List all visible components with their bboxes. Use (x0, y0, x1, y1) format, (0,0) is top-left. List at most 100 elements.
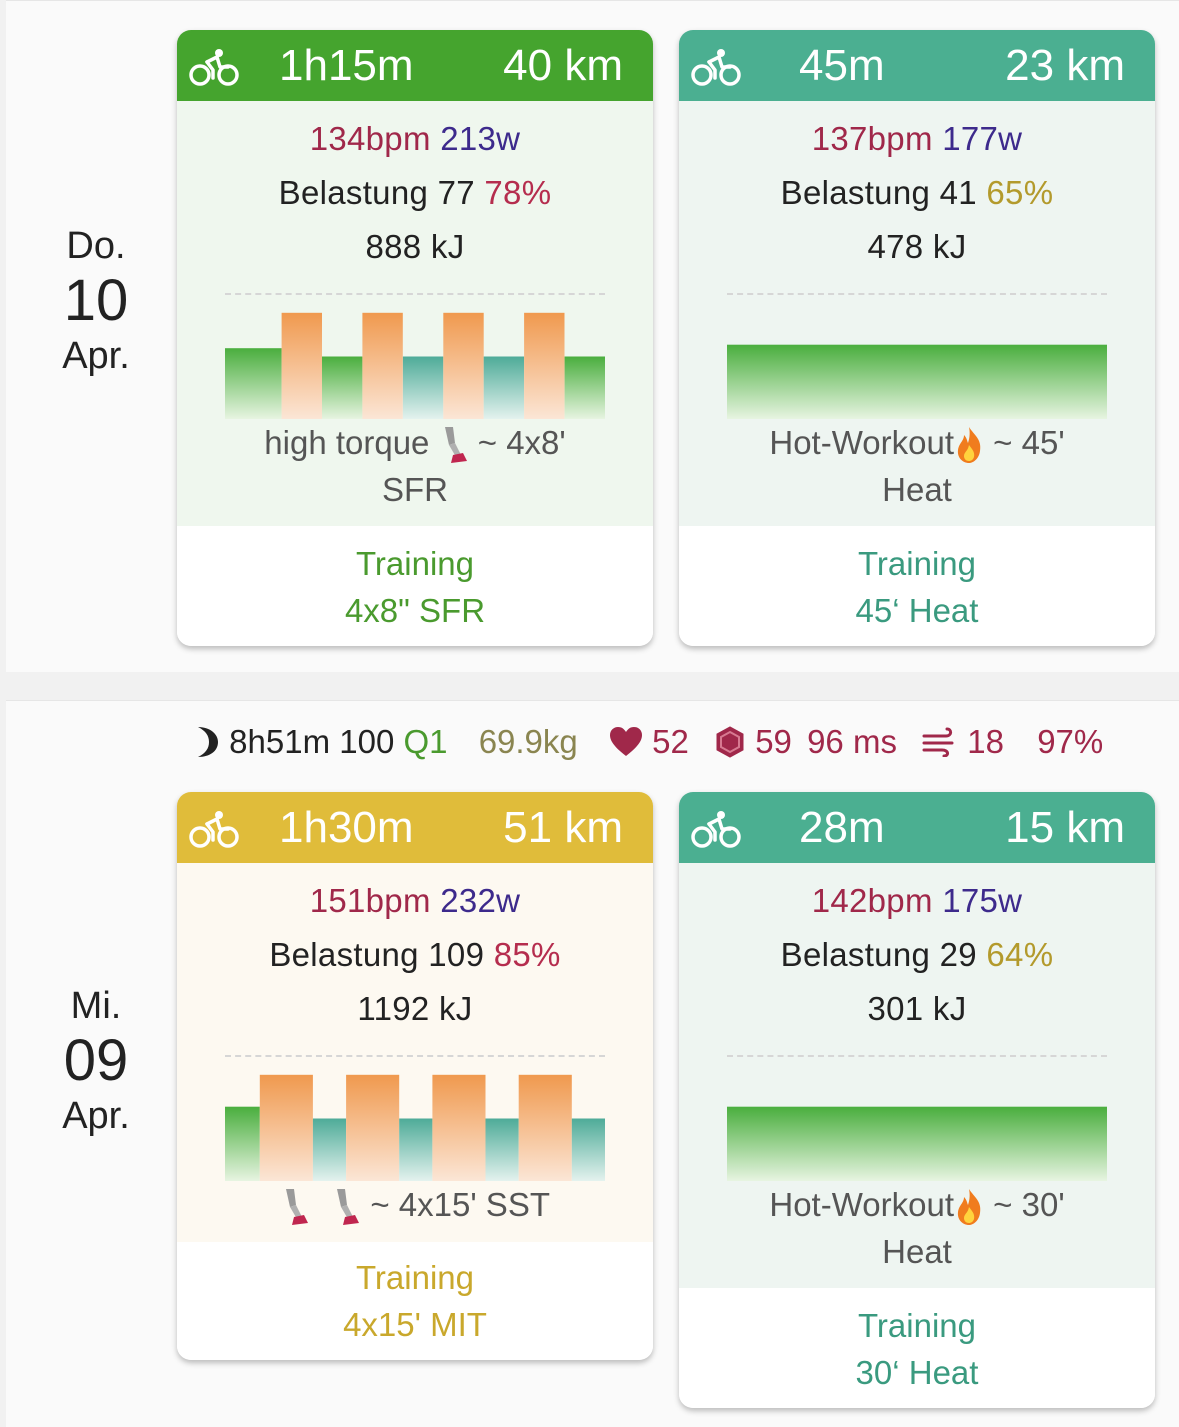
interval-bar-threshold (259, 1074, 313, 1181)
load-value: 77 (437, 174, 475, 211)
load-label: Belastung (780, 174, 931, 211)
interval-bar-tempo (485, 1118, 519, 1181)
card-footer[interactable]: Training 45‘ Heat (679, 526, 1155, 646)
sleep-duration: 8h51m (229, 723, 331, 761)
workout-card[interactable]: 28m 15 km 142bpm 175w Belastung 29 64% 3… (679, 792, 1155, 1408)
energy: 1192 kJ (357, 990, 473, 1027)
resting-hr: 52 (652, 723, 689, 761)
workout-card[interactable]: 1h30m 51 km 151bpm 232w Belastung 109 85… (177, 792, 653, 1360)
workout-description: ~ 4x15' SST (177, 1181, 653, 1228)
duration: 1h30m (279, 803, 414, 852)
leg-icon (331, 1187, 361, 1227)
interval-bar-threshold (281, 312, 322, 419)
heart-rate: 142bpm (811, 882, 933, 919)
workout-type: SFR (382, 471, 448, 508)
interval-chart (225, 1074, 605, 1181)
weight: 69.9kg (478, 723, 578, 761)
interval-bar-threshold (362, 312, 403, 419)
load-percent: 64% (986, 936, 1054, 973)
bike-icon (691, 48, 741, 86)
bike-icon (691, 810, 741, 848)
fire-icon (954, 425, 984, 465)
day-of-week: Mi. (70, 985, 122, 1027)
month: Apr. (62, 335, 130, 377)
duration: 45m (799, 41, 885, 90)
workout-duration: ~ 4x15' SST (370, 1186, 550, 1223)
load-value: 29 (939, 936, 977, 973)
card-body: 151bpm 232w Belastung 109 85% 1192 kJ ~ … (177, 863, 653, 1242)
interval-chart (727, 1106, 1107, 1181)
interval-bar-tempo (571, 1118, 605, 1181)
card-body: 142bpm 175w Belastung 29 64% 301 kJ Hot-… (679, 863, 1155, 1318)
hr-power-line: 134bpm 213w (177, 119, 653, 159)
hr-power-line: 151bpm 232w (177, 881, 653, 921)
load-label: Belastung (269, 936, 419, 973)
workout-card[interactable]: 1h15m 40 km 134bpm 213w Belastung 77 78%… (177, 30, 653, 646)
moon-icon (198, 727, 218, 758)
interval-bar-threshold (443, 312, 484, 419)
wind-respiration-icon (922, 727, 954, 758)
date-column: Do. 10 Apr. (46, 223, 146, 379)
wellness-summary[interactable]: 8h51m 100 Q1 69.9kg 52 59 96 ms 18 97% (190, 718, 1103, 764)
power: 232w (440, 882, 521, 919)
card-footer[interactable]: Training 30‘ Heat (679, 1288, 1155, 1408)
card-footer[interactable]: Training 4x15' MIT (177, 1242, 653, 1360)
footer-title: Training (356, 1259, 474, 1296)
sleep-score: 100 (339, 723, 395, 761)
power: 177w (942, 120, 1023, 157)
workout-duration: ~ 45' (993, 424, 1065, 461)
interval-bar-endurance (727, 1106, 1107, 1181)
interval-bar-endurance (564, 356, 605, 419)
card-header: 1h15m 40 km (177, 30, 653, 101)
load-percent: 65% (986, 174, 1054, 211)
hrv-hexagon-icon (716, 726, 744, 758)
heart-icon (609, 727, 642, 757)
footer-title: Training (356, 545, 474, 582)
load-label: Belastung (278, 174, 429, 211)
interval-bar-tempo (483, 356, 525, 419)
workout-card[interactable]: 45m 23 km 137bpm 177w Belastung 41 65% 4… (679, 30, 1155, 646)
date-column: Mi. 09 Apr. (46, 983, 146, 1139)
heart-rate: 134bpm (309, 120, 431, 157)
card-header: 28m 15 km (679, 792, 1155, 863)
card-footer[interactable]: Training 4x8" SFR (177, 526, 653, 646)
day-of-week: Do. (66, 225, 126, 267)
footer-training-name: 4x15' MIT (343, 1306, 487, 1343)
day-number: 10 (63, 268, 129, 333)
interval-chart (225, 312, 605, 419)
footer-training-name: 45‘ Heat (855, 592, 979, 629)
duration: 1h15m (279, 41, 414, 90)
card-body: 134bpm 213w Belastung 77 78% 888 kJ high… (177, 101, 653, 556)
load-percent: 78% (484, 174, 552, 211)
sleep-quality: Q1 (403, 723, 448, 761)
leg-icon (439, 425, 469, 465)
workout-duration: ~ 4x8' (477, 424, 566, 461)
day-number: 09 (63, 1028, 129, 1093)
heart-rate: 137bpm (811, 120, 933, 157)
footer-training-name: 30‘ Heat (855, 1354, 979, 1391)
interval-bar-endurance (322, 356, 363, 419)
distance: 40 km (503, 41, 623, 90)
footer-title: Training (858, 545, 976, 582)
spo2: 97% (1037, 723, 1104, 761)
footer-training-name: 4x8" SFR (344, 592, 486, 629)
divider (727, 293, 1107, 295)
footer-title: Training (858, 1307, 976, 1344)
interval-bar-threshold (432, 1074, 486, 1181)
workout-duration: ~ 30' (993, 1186, 1065, 1223)
fire-icon (954, 1187, 984, 1227)
divider (727, 1055, 1107, 1057)
bike-icon (189, 810, 239, 848)
load-line: Belastung 109 85% (177, 935, 653, 975)
workout-description: high torque ~ 4x8' (177, 419, 653, 466)
interval-bar-endurance (225, 1106, 260, 1181)
hrv-value: 59 (755, 723, 792, 761)
interval-bar-tempo (312, 1118, 347, 1181)
workout-type: Heat (882, 471, 952, 508)
interval-chart (727, 344, 1107, 419)
divider (225, 1055, 605, 1057)
interval-bar-threshold (524, 312, 565, 419)
interval-bar-endurance (727, 344, 1107, 419)
distance: 15 km (1005, 803, 1125, 852)
load-line: Belastung 77 78% (177, 173, 653, 213)
